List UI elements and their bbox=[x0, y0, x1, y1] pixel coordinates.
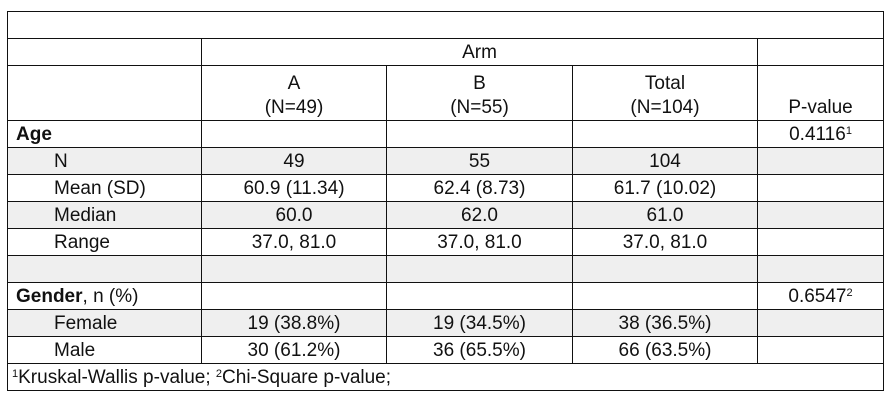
arm-header: Arm bbox=[201, 38, 758, 66]
table-row: Male 30 (61.2%) 36 (65.5%) 66 (63.5%) bbox=[7, 336, 885, 364]
column-header-a: A (N=49) bbox=[201, 65, 387, 121]
gender-pvalue: 0.65472 bbox=[756, 282, 885, 310]
title-row bbox=[6, 11, 885, 39]
age-pvalue: 0.41161 bbox=[756, 120, 885, 148]
table-row: Range 37.0, 81.0 37.0, 81.0 37.0, 81.0 bbox=[7, 228, 885, 256]
group-header-row: Arm bbox=[7, 38, 885, 66]
gender-section-row: Gender, n (%) 0.65472 bbox=[7, 282, 885, 310]
column-header-pvalue: P-value bbox=[756, 65, 885, 121]
table-row: Median 60.0 62.0 61.0 bbox=[7, 201, 885, 229]
age-section-row: Age 0.41161 bbox=[7, 120, 885, 148]
footnote: 1Kruskal-Wallis p-value; 2Chi-Square p-v… bbox=[6, 363, 885, 391]
gender-label: Gender bbox=[16, 286, 83, 307]
age-label: Age bbox=[16, 124, 52, 145]
table-row: N 49 55 104 bbox=[7, 147, 885, 175]
column-header-b: B (N=55) bbox=[386, 65, 573, 121]
summary-table: Arm A (N=49) B (N=55) Total (N=104) P-value… bbox=[6, 11, 885, 391]
column-header-total: Total (N=104) bbox=[572, 65, 758, 121]
spacer-row bbox=[7, 255, 885, 283]
footnote-row: 1Kruskal-Wallis p-value; 2Chi-Square p-v… bbox=[6, 363, 885, 391]
table-row: Female 19 (38.8%) 19 (34.5%) 38 (36.5%) bbox=[7, 309, 885, 337]
column-header-row: A (N=49) B (N=55) Total (N=104) P-value bbox=[7, 65, 885, 121]
table-row: Mean (SD) 60.9 (11.34) 62.4 (8.73) 61.7 … bbox=[7, 174, 885, 202]
